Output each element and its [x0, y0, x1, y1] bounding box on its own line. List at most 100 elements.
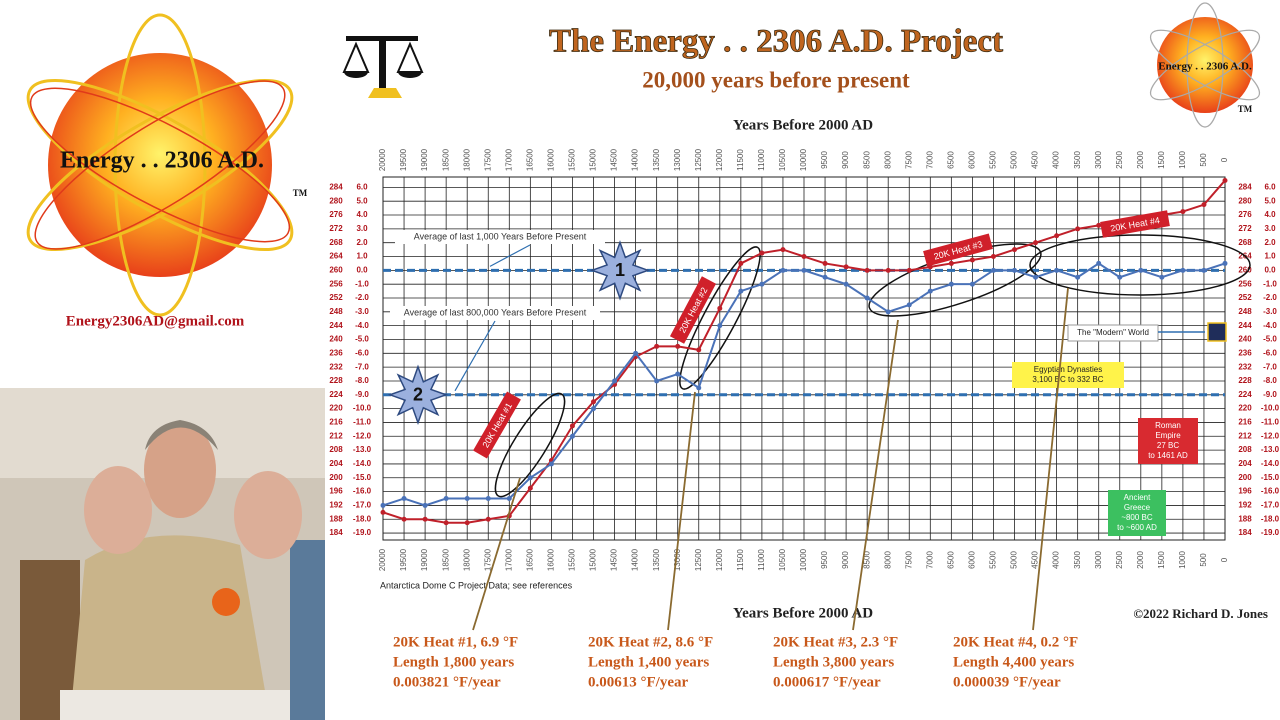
data-point: [906, 302, 912, 308]
badge-star: [387, 364, 449, 426]
x-tick-label: 18000: [462, 548, 471, 571]
data-point: [1075, 226, 1081, 232]
y-tick-label: -19.0: [1261, 528, 1280, 537]
data-point: [569, 423, 575, 429]
x-tick-label: 17500: [483, 148, 492, 171]
x-tick-label: 9000: [841, 151, 850, 169]
data-point: [1096, 222, 1102, 228]
x-tick-label: 6000: [968, 151, 977, 169]
heat-label-box: [473, 391, 521, 459]
event-text: Roman: [1155, 421, 1181, 430]
y-tick-label: 228: [329, 376, 343, 385]
heat-label: 20K Heat #4: [1100, 210, 1170, 238]
x-tick-label: 13500: [652, 548, 661, 571]
y-tick-label: 224: [1238, 390, 1252, 399]
y-tick-label: 6.0: [1264, 182, 1276, 191]
x-tick-label: 6500: [946, 151, 955, 169]
y-tick-label: 208: [329, 445, 343, 454]
badge-label: 1: [615, 260, 625, 280]
x-tick-label: 6000: [968, 551, 977, 569]
y-tick-label: 236: [329, 348, 343, 357]
x-tick-label: 13500: [652, 148, 661, 171]
x-tick-label: 19500: [399, 148, 408, 171]
y-tick-label: 276: [329, 210, 343, 219]
y-tick-label: 204: [1238, 459, 1252, 468]
data-point: [422, 516, 428, 522]
y-tick-label: 284: [329, 182, 343, 191]
chart: 2000020000195001950019000190001850018500…: [329, 148, 1279, 690]
data-point: [759, 250, 765, 256]
reference-label-box: [390, 306, 600, 320]
y-tick-label: -6.0: [355, 348, 369, 357]
x-tick-label: 18500: [441, 548, 450, 571]
data-point: [443, 496, 449, 502]
data-point: [1222, 260, 1228, 266]
y-tick-label: 192: [1238, 501, 1252, 510]
data-point: [401, 516, 407, 522]
data-point: [1012, 267, 1017, 273]
x-tick-label: 18500: [441, 148, 450, 171]
y-tick-label: 260: [329, 265, 343, 274]
y-tick-label: 260: [1238, 265, 1252, 274]
y-tick-label: 240: [1238, 335, 1252, 344]
y-tick-label: 204: [329, 459, 343, 468]
data-point: [1033, 240, 1039, 246]
data-point: [527, 485, 533, 491]
y-tick-label: -3.0: [1263, 307, 1277, 316]
y-tick-label: -7.0: [1263, 362, 1277, 371]
y-tick-label: -12.0: [1261, 431, 1280, 440]
summary-arrow: [667, 391, 696, 631]
y-tick-label: 220: [329, 404, 343, 413]
logo-text: Energy . . 2306 A.D.: [60, 148, 264, 174]
y-tick-label: 192: [329, 501, 343, 510]
data-point: [612, 378, 618, 384]
x-tick-label: 5500: [989, 151, 998, 169]
x-tick-label: 500: [1199, 553, 1208, 567]
data-point: [864, 267, 870, 273]
y-tick-label: -4.0: [355, 321, 369, 330]
summary-text: 20K Heat #1, 6.9 °F: [393, 634, 518, 650]
reference-label-box: [395, 230, 605, 244]
reference-label: Average of last 1,000 Years Before Prese…: [414, 231, 587, 241]
chart-title: Years Before 2000 AD: [733, 117, 873, 133]
data-point: [780, 267, 786, 273]
reference-arrow: [489, 244, 531, 267]
x-tick-label: 19000: [420, 148, 429, 171]
y-tick-label: 268: [1238, 238, 1252, 247]
x-tick-label: 20000: [378, 548, 387, 571]
copyright: ©2022 Richard D. Jones: [1133, 606, 1268, 621]
x-tick-label: 9500: [820, 551, 829, 569]
data-point: [927, 288, 933, 294]
y-tick-label: 2.0: [356, 238, 368, 247]
summary-text: 20K Heat #3, 2.3 °F: [773, 634, 898, 650]
data-point: [822, 274, 828, 280]
data-point: [948, 281, 954, 287]
highlight-ellipse: [1029, 234, 1251, 296]
y-tick-label: -5.0: [355, 335, 369, 344]
data-point: [696, 347, 702, 353]
data-point: [422, 502, 428, 508]
y-tick-label: -9.0: [1263, 390, 1277, 399]
heat-label-box: [923, 233, 993, 267]
x-tick-label: 12000: [715, 148, 724, 171]
heat-label-box: [669, 276, 717, 344]
y-tick-label: 3.0: [356, 224, 368, 233]
y-tick-label: -13.0: [353, 445, 372, 454]
data-point: [717, 323, 723, 329]
event-box: [1108, 490, 1166, 536]
y-tick-label: 188: [1238, 514, 1252, 523]
data-point: [654, 378, 660, 384]
y-tick-label: -14.0: [353, 459, 372, 468]
x-tick-label: 13000: [673, 148, 682, 171]
x-tick-label: 8500: [862, 151, 871, 169]
y-tick-label: -7.0: [355, 362, 369, 371]
data-point: [990, 254, 996, 260]
x-tick-label: 17000: [504, 548, 513, 571]
data-point: [1180, 209, 1186, 215]
data-point: [569, 433, 575, 439]
data-point: [464, 520, 470, 526]
y-tick-label: -8.0: [355, 376, 369, 385]
x-tick-label: 12500: [694, 148, 703, 171]
y-tick-label: 256: [1238, 279, 1252, 288]
x-tick-label: 19500: [399, 548, 408, 571]
